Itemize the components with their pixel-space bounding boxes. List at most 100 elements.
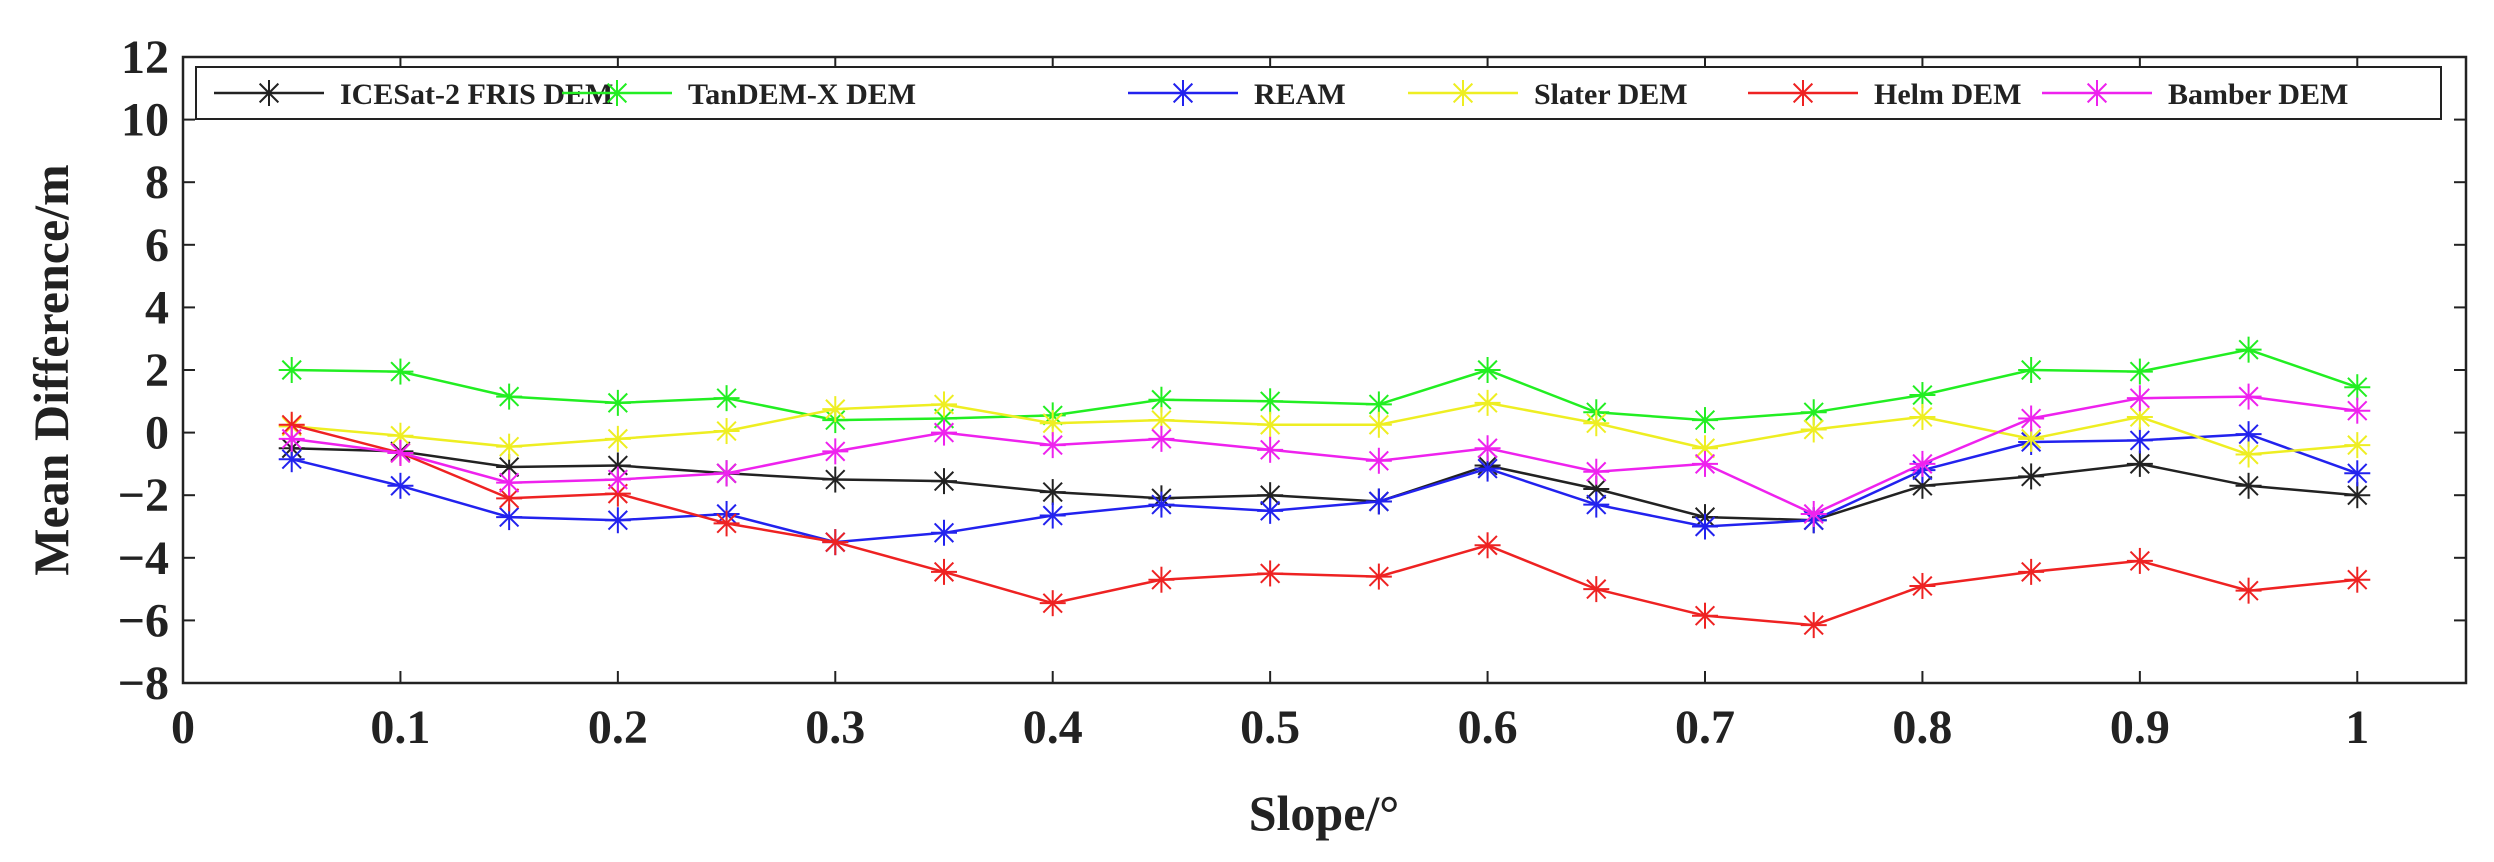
x-axis: 0 0.1 0.2 0.3 0.4 0.5 0.6 0.7 0.8 0.9 1 <box>171 57 2369 754</box>
x-tick-label: 0.9 <box>2110 701 2170 754</box>
legend-marker <box>256 80 282 106</box>
data-point-ream <box>1365 488 1392 515</box>
x-tick-label: 0.6 <box>1458 701 1518 754</box>
data-point-bamber-dem <box>1257 436 1284 463</box>
data-point-ream <box>931 519 957 546</box>
series-line-icesat-2-fris-dem <box>291 447 2358 522</box>
legend-item-helm-dem: Helm DEM <box>1748 78 2021 111</box>
data-point-helm-dem <box>1365 563 1392 590</box>
data-point-tandem-x-dem <box>1909 382 1936 409</box>
y-tick-label: 10 <box>121 94 169 147</box>
y-tick-label: 12 <box>121 31 169 84</box>
data-point-slater-dem <box>822 396 849 423</box>
data-point-slater-dem <box>931 391 957 418</box>
data-point-tandem-x-dem <box>2344 374 2371 401</box>
y-axis-label: Mean Difference/m <box>23 164 79 575</box>
data-point-helm-dem <box>2344 566 2371 593</box>
data-point-slater-dem <box>1800 416 1827 443</box>
legend-item-bamber-dem: Bamber DEM <box>2042 78 2348 111</box>
series-bamber-dem <box>278 383 2371 527</box>
series-layer <box>278 336 2371 639</box>
data-point-icesat-2-fris-dem <box>2126 450 2153 477</box>
legend-marker <box>1170 80 1196 106</box>
data-point-slater-dem <box>496 433 523 460</box>
data-point-icesat-2-fris-dem <box>2018 463 2045 490</box>
series-line-ream <box>291 432 2358 544</box>
data-point-tandem-x-dem <box>1692 407 1718 434</box>
data-point-slater-dem <box>1909 403 1936 430</box>
data-point-tandem-x-dem <box>1474 357 1501 383</box>
data-point-ream <box>2126 427 2153 454</box>
data-point-helm-dem <box>931 558 957 585</box>
plot-frame <box>181 55 2468 685</box>
data-point-ream <box>1257 497 1284 524</box>
series-icesat-2-fris-dem <box>278 435 2371 534</box>
data-point-bamber-dem <box>604 466 631 493</box>
legend-marker <box>604 80 630 106</box>
y-tick-label: 2 <box>145 344 169 397</box>
data-point-tandem-x-dem <box>604 389 631 416</box>
data-point-slater-dem <box>1474 389 1501 416</box>
data-point-helm-dem <box>1909 572 1936 599</box>
data-point-helm-dem <box>2126 547 2153 574</box>
legend-marker <box>1450 80 1476 106</box>
data-point-tandem-x-dem <box>278 357 305 383</box>
data-point-slater-dem <box>1365 411 1392 438</box>
x-tick-label: 0.1 <box>370 701 430 754</box>
data-point-helm-dem <box>2018 558 2045 585</box>
y-tick-label: 0 <box>145 407 169 460</box>
data-point-bamber-dem <box>2235 383 2262 410</box>
data-point-bamber-dem <box>1039 432 1066 459</box>
data-point-tandem-x-dem <box>496 383 523 410</box>
data-point-slater-dem <box>604 425 631 452</box>
data-point-bamber-dem <box>1474 435 1501 462</box>
data-point-bamber-dem <box>278 425 305 452</box>
data-point-bamber-dem <box>1583 458 1610 485</box>
legend-item-icesat-2-fris-dem: ICESat-2 FRIS DEM <box>214 78 613 111</box>
series-line-helm-dem <box>291 423 2358 627</box>
data-point-helm-dem <box>1692 602 1718 629</box>
data-point-helm-dem <box>496 485 523 512</box>
y-axis: −8 −6 −4 −2 0 2 4 6 8 10 12 <box>118 31 2466 710</box>
data-point-bamber-dem <box>931 419 957 446</box>
data-point-bamber-dem <box>822 438 849 465</box>
data-point-icesat-2-fris-dem <box>2344 482 2371 509</box>
data-point-ream <box>1039 502 1066 529</box>
series-line-slater-dem <box>291 401 2358 456</box>
data-point-ream <box>1148 491 1175 518</box>
data-point-icesat-2-fris-dem <box>1039 479 1066 506</box>
data-point-slater-dem <box>2344 432 2371 459</box>
data-point-ream <box>496 504 523 531</box>
data-point-helm-dem <box>1039 590 1066 617</box>
x-tick-label: 0.2 <box>588 701 648 754</box>
data-point-bamber-dem <box>496 469 523 496</box>
x-tick-label: 0.7 <box>1675 701 1735 754</box>
data-point-tandem-x-dem <box>2235 336 2262 363</box>
data-point-tandem-x-dem <box>2126 358 2153 385</box>
y-tick-label: 6 <box>145 219 169 272</box>
data-point-helm-dem <box>713 510 740 537</box>
data-point-helm-dem <box>1148 566 1175 593</box>
series-helm-dem <box>278 411 2371 639</box>
y-tick-label: −8 <box>118 657 169 710</box>
data-point-helm-dem <box>1257 560 1284 587</box>
legend-label: Bamber DEM <box>2168 78 2348 111</box>
y-tick-label: 4 <box>145 281 169 334</box>
data-point-helm-dem <box>822 529 849 556</box>
legend-label: REAM <box>1254 78 1346 111</box>
data-point-icesat-2-fris-dem <box>931 468 957 495</box>
data-point-helm-dem <box>1800 612 1827 639</box>
x-tick-label: 0.8 <box>1892 701 1952 754</box>
legend-marker <box>2084 80 2110 106</box>
data-point-ream <box>2344 460 2371 487</box>
x-axis-label: Slope/° <box>1249 785 1400 841</box>
legend-item-slater-dem: Slater DEM <box>1408 78 1688 111</box>
data-point-slater-dem <box>2235 441 2262 468</box>
data-point-bamber-dem <box>1800 500 1827 527</box>
legend: ICESat-2 FRIS DEM TanDEM-X DEM REAM Slater … <box>195 66 2442 120</box>
data-point-ream <box>387 472 414 499</box>
data-point-slater-dem <box>713 418 740 445</box>
legend-marker <box>1790 80 1816 106</box>
data-point-bamber-dem <box>387 439 414 466</box>
